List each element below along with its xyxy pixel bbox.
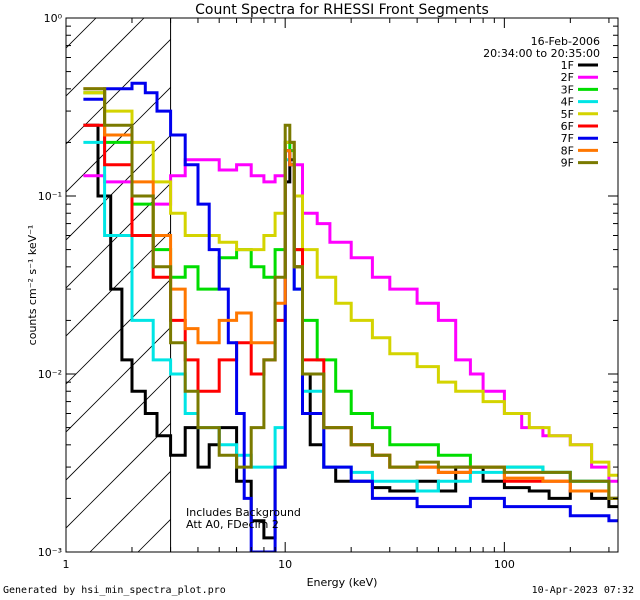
hatch-line bbox=[474, 0, 640, 552]
y-tick-label: 10⁰ bbox=[44, 12, 63, 25]
legend-label-7F: 7F bbox=[561, 132, 574, 145]
series-line-7F bbox=[83, 81, 618, 552]
series-line-5F bbox=[83, 91, 618, 477]
x-tick-label: 100 bbox=[494, 558, 515, 571]
footer-generated-by: Generated by hsi_min_spectra_plot.pro bbox=[3, 585, 226, 596]
legend-label-6F: 6F bbox=[561, 120, 574, 133]
legend-label-3F: 3F bbox=[561, 83, 574, 96]
hatch-line bbox=[66, 182, 171, 289]
y-tick-label: 10⁻¹ bbox=[38, 190, 62, 203]
chart-title: Count Spectra for RHESSI Front Segments bbox=[195, 2, 489, 18]
axis-layer: 1 10 100 10⁻³ 10⁻² 10⁻¹ 10⁰ bbox=[38, 12, 618, 571]
hatch-line bbox=[618, 0, 640, 552]
hatch-line bbox=[570, 0, 640, 552]
annotation-attenuator: Att A0, FDecim 2 bbox=[186, 518, 279, 531]
x-tick-label: 10 bbox=[278, 558, 292, 571]
hatch-line bbox=[522, 0, 640, 552]
y-axis-label: counts cm⁻² s⁻¹ keV⁻¹ bbox=[26, 225, 39, 346]
legend-label-9F: 9F bbox=[561, 157, 574, 170]
legend-label-1F: 1F bbox=[561, 59, 574, 72]
legend-label-5F: 5F bbox=[561, 108, 574, 121]
date-label: 16-Feb-2006 bbox=[531, 35, 600, 48]
hatch-line bbox=[66, 86, 171, 193]
annotation-background: Includes Background bbox=[186, 506, 301, 519]
hatch-line bbox=[66, 278, 171, 385]
series-layer bbox=[83, 81, 618, 552]
footer-timestamp: 10-Apr-2023 07:32 bbox=[531, 585, 634, 596]
y-tick-label: 10⁻² bbox=[38, 368, 62, 381]
hatch-line bbox=[378, 0, 640, 552]
legend-label-4F: 4F bbox=[561, 96, 574, 109]
time-range-label: 20:34:00 to 20:35:00 bbox=[483, 47, 600, 60]
hatch-line bbox=[66, 374, 171, 481]
legend-label-8F: 8F bbox=[561, 144, 574, 157]
plot-frame bbox=[65, 17, 619, 553]
x-tick-label: 1 bbox=[63, 558, 70, 571]
series-line-3F bbox=[83, 91, 618, 500]
y-tick-label: 10⁻³ bbox=[38, 546, 62, 559]
legend-label-2F: 2F bbox=[561, 71, 574, 84]
x-axis-label: Energy (keV) bbox=[307, 576, 378, 589]
series-line-9F bbox=[83, 87, 618, 500]
